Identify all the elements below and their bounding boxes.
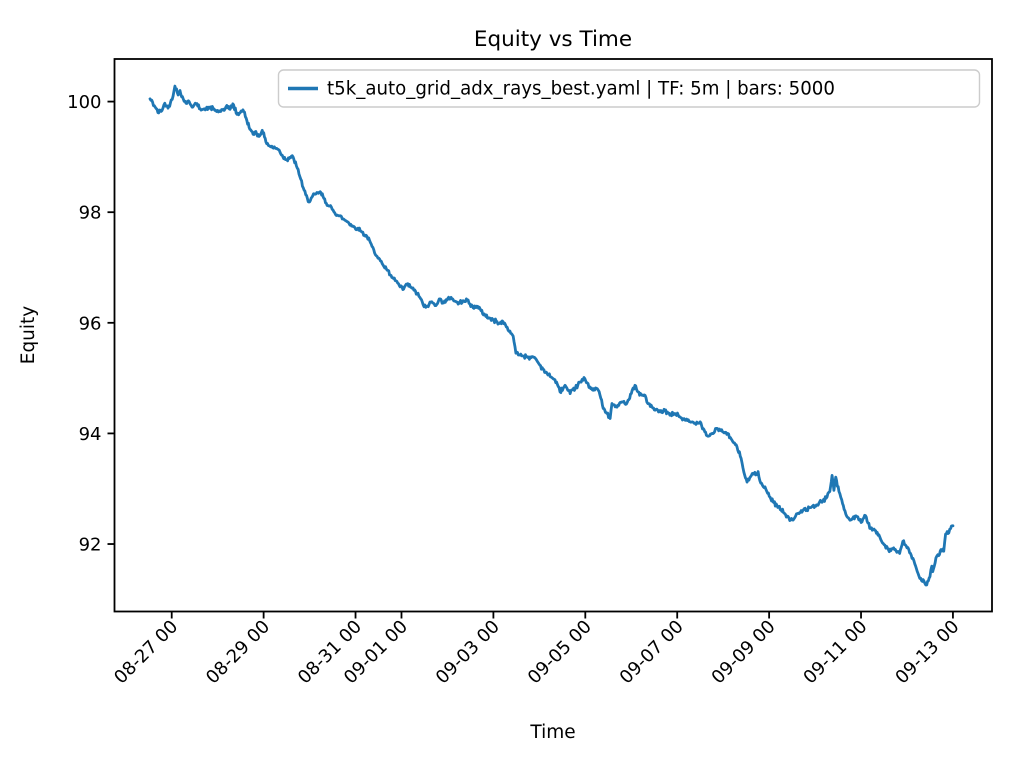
x-tick-label: 09-09 00 [708,616,780,688]
y-tick-label: 100 [67,92,101,113]
y-axis-ticks: 92 94 96 98 100 [67,92,115,556]
x-tick-label: 08-29 00 [202,616,274,688]
equity-line-series [148,84,955,587]
legend: t5k_auto_grid_adx_rays_best.yaml | TF: 5… [277,69,981,108]
y-tick-label: 98 [79,203,102,224]
y-tick-label: 94 [79,424,102,445]
x-tick-label: 09-11 00 [799,616,871,688]
y-tick-label: 92 [79,535,102,556]
y-axis-label: Equity [18,306,39,365]
legend-box [277,69,981,108]
x-tick-label: 08-27 00 [110,616,182,688]
x-tick-label: 09-07 00 [616,616,688,688]
y-tick-label: 96 [79,313,102,334]
legend-entry-label: t5k_auto_grid_adx_rays_best.yaml | TF: 5… [327,79,835,100]
chart-title: Equity vs Time [474,27,632,52]
x-axis-label: Time [529,722,575,743]
x-tick-label: 09-05 00 [524,616,596,688]
x-tick-label: 09-13 00 [891,616,963,688]
plot-border [113,58,993,613]
x-tick-label: 09-03 00 [432,616,504,688]
